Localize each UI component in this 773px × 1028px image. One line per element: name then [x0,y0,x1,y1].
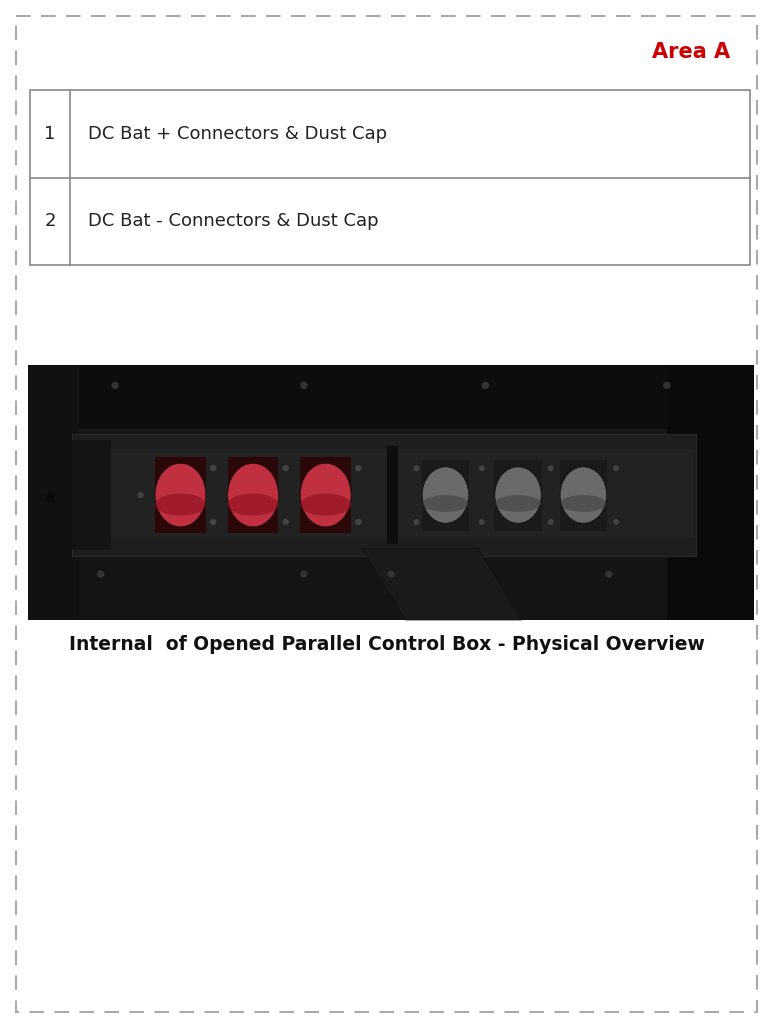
Circle shape [283,466,288,471]
Ellipse shape [300,464,351,527]
Ellipse shape [560,495,607,512]
Bar [28,365,754,620]
Text: Area A: Area A [652,42,730,62]
Circle shape [664,382,670,389]
Circle shape [283,519,288,524]
Bar [667,365,754,620]
Bar [72,434,696,556]
Circle shape [112,382,118,389]
Ellipse shape [495,495,541,512]
Bar [560,460,607,530]
Bar [422,460,469,530]
Circle shape [414,520,419,524]
Polygon shape [362,549,522,620]
Circle shape [482,382,489,389]
Text: 1: 1 [44,125,56,143]
Bar [155,457,206,533]
Bar [72,440,111,550]
Circle shape [614,520,618,524]
Circle shape [210,466,216,471]
Ellipse shape [422,495,468,512]
Circle shape [479,466,484,471]
Circle shape [210,519,216,524]
Bar [28,365,79,620]
Ellipse shape [422,467,468,523]
Text: DC Bat + Connectors & Dust Cap: DC Bat + Connectors & Dust Cap [88,125,387,143]
Text: Internal  of Opened Parallel Control Box - Physical Overview: Internal of Opened Parallel Control Box … [69,635,704,655]
Ellipse shape [228,493,278,516]
Ellipse shape [495,467,541,523]
Text: DC Bat - Connectors & Dust Cap: DC Bat - Connectors & Dust Cap [88,213,379,230]
Circle shape [614,466,618,471]
Bar [387,446,398,544]
Ellipse shape [560,467,607,523]
Bar [495,460,542,530]
Circle shape [97,572,104,577]
Ellipse shape [155,493,206,516]
Circle shape [356,519,361,524]
Circle shape [138,492,143,498]
Circle shape [388,572,394,577]
Bar [28,549,754,620]
Circle shape [549,520,553,524]
Circle shape [479,520,484,524]
Bar [228,457,278,533]
Ellipse shape [155,464,206,527]
Circle shape [606,572,611,577]
Ellipse shape [300,493,351,516]
Circle shape [301,382,307,389]
Bar [28,365,754,429]
Circle shape [549,466,553,471]
Circle shape [356,466,361,471]
Circle shape [301,572,307,577]
Bar [30,90,750,265]
Text: 2: 2 [44,213,56,230]
Circle shape [46,493,54,502]
Circle shape [414,466,419,471]
Bar [75,448,693,537]
Bar [300,457,351,533]
Ellipse shape [228,464,278,527]
